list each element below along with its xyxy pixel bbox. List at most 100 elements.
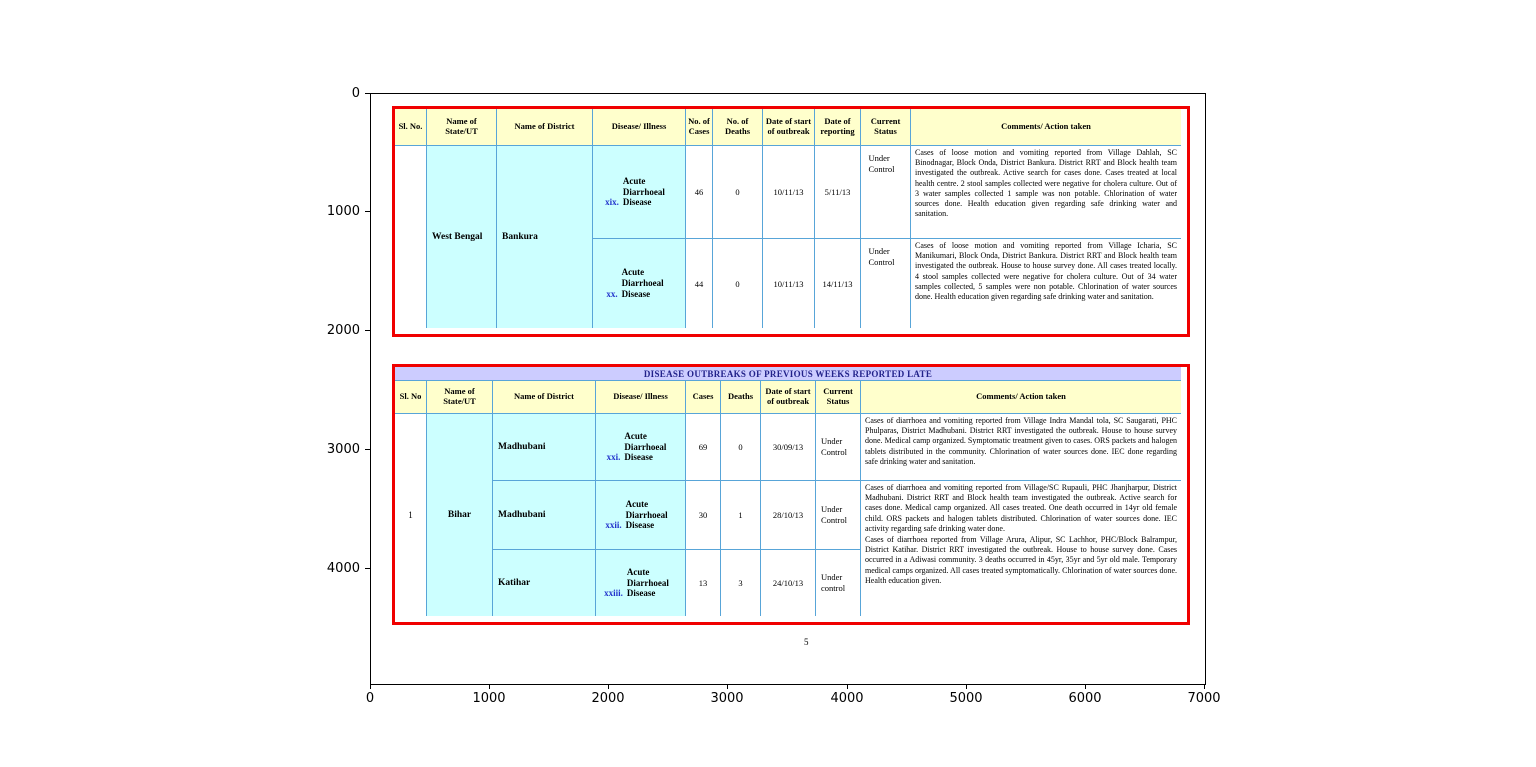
- cases-cell: 69: [686, 414, 721, 481]
- col-header-comments: Comments/ Action taken: [861, 381, 1181, 414]
- y-axis-tick: 1000: [326, 204, 360, 219]
- cases-cell: 46: [686, 146, 713, 239]
- outbreak-table-current-week: Sl. No. Name of State/UT Name of Distric…: [392, 106, 1190, 337]
- comments-cell: Cases of diarrhoea and vomiting reported…: [865, 483, 1177, 585]
- col-header-disease: Disease/ Illness: [596, 381, 686, 414]
- disease-name: Acute Diarrhoeal Disease: [626, 566, 669, 599]
- cases-cell: 30: [686, 481, 721, 550]
- x-axis-tick: 1000: [472, 691, 506, 706]
- col-header-state: Name of State/UT: [427, 109, 497, 146]
- x-axis-tick: 5000: [949, 691, 983, 706]
- report-date-cell: 14/11/13: [815, 239, 861, 328]
- sl-no-cell: [395, 146, 427, 328]
- district-cell: Madhubani: [493, 414, 596, 481]
- y-axis-tick: 0: [351, 86, 360, 101]
- col-header-sl-no: Sl. No.: [395, 109, 427, 146]
- start-date-cell: 28/10/13: [761, 481, 816, 550]
- report-date-cell: 5/11/13: [815, 146, 861, 239]
- col-header-sl-no: Sl. No: [395, 381, 427, 414]
- deaths-cell: 0: [713, 239, 763, 328]
- y-tick-mark: [365, 211, 370, 212]
- comments-cell: Cases of loose motion and vomiting repor…: [911, 146, 1181, 239]
- disease-cell: xxi.Acute Diarrhoeal Disease: [596, 414, 686, 481]
- district-cell: Madhubani: [493, 481, 596, 550]
- col-header-cases: Cases: [686, 381, 721, 414]
- plot-area: Sl. No. Name of State/UT Name of Distric…: [370, 93, 1206, 685]
- start-date-cell: 10/11/13: [763, 146, 815, 239]
- x-tick-mark: [1085, 684, 1086, 689]
- y-axis-tick: 2000: [326, 323, 360, 338]
- x-axis-tick: 2000: [591, 691, 625, 706]
- start-date-cell: 30/09/13: [761, 414, 816, 481]
- state-cell: West Bengal: [427, 146, 497, 328]
- x-tick-mark: [727, 684, 728, 689]
- status-cell: Under control: [816, 550, 861, 616]
- late-report-banner: DISEASE OUTBREAKS OF PREVIOUS WEEKS REPO…: [395, 367, 1181, 381]
- x-tick-mark: [370, 684, 371, 689]
- district-cell: Bankura: [497, 146, 593, 328]
- col-header-state: Name of State/UT: [427, 381, 493, 414]
- outbreak-table-reported-late: DISEASE OUTBREAKS OF PREVIOUS WEEKS REPO…: [392, 364, 1190, 625]
- deaths-cell: 3: [721, 550, 761, 616]
- x-axis-tick: 6000: [1068, 691, 1102, 706]
- status-cell: Under Control: [861, 146, 911, 239]
- col-header-district: Name of District: [493, 381, 596, 414]
- disease-cell: xix.Acute Diarrhoeal Disease: [593, 146, 686, 239]
- disease-cell: xx.Acute Diarrhoeal Disease: [593, 239, 686, 328]
- start-date-cell: 24/10/13: [761, 550, 816, 616]
- y-axis-tick: 3000: [326, 442, 360, 457]
- x-tick-mark: [1204, 684, 1205, 689]
- cases-cell: 44: [686, 239, 713, 328]
- col-header-deaths: No. of Deaths: [713, 109, 763, 146]
- col-header-start-date: Date of start of outbreak: [763, 109, 815, 146]
- x-axis-tick: 7000: [1187, 691, 1221, 706]
- disease-name: Acute Diarrhoeal Disease: [622, 175, 665, 208]
- disease-name: Acute Diarrhoeal Disease: [621, 267, 664, 299]
- cases-cell: 13: [686, 550, 721, 616]
- x-axis-tick: 0: [365, 691, 375, 706]
- row-numeral: xxiii.: [604, 588, 623, 599]
- status-cell: Under Control: [816, 414, 861, 481]
- y-axis-tick: 4000: [326, 561, 360, 576]
- deaths-cell: 1: [721, 481, 761, 550]
- status-cell: Under Control: [816, 481, 861, 550]
- deaths-cell: 0: [713, 146, 763, 239]
- state-cell: Bihar: [427, 414, 493, 616]
- col-header-start-date: Date of start of outbreak: [761, 381, 816, 414]
- col-header-district: Name of District: [497, 109, 593, 146]
- comments-cell: Cases of loose motion and vomiting repor…: [915, 241, 1177, 302]
- x-tick-mark: [489, 684, 490, 689]
- row-numeral: xxii.: [605, 520, 622, 531]
- col-header-status: Current Status: [861, 109, 911, 146]
- col-header-cases: No. of Cases: [686, 109, 713, 146]
- disease-name: Acute Diarrhoeal Disease: [624, 430, 667, 463]
- x-tick-mark: [847, 684, 848, 689]
- x-axis-tick: 4000: [830, 691, 864, 706]
- col-header-status: Current Status: [816, 381, 861, 414]
- comments-cell: Cases of diarrhoea and vomiting reported…: [861, 414, 1181, 481]
- x-tick-mark: [608, 684, 609, 689]
- col-header-deaths: Deaths: [721, 381, 761, 414]
- col-header-comments: Comments/ Action taken: [911, 109, 1181, 146]
- disease-cell: xxiii.Acute Diarrhoeal Disease: [596, 550, 686, 616]
- y-tick-mark: [365, 93, 370, 94]
- district-cell: Katihar: [493, 550, 596, 616]
- disease-name: Acute Diarrhoeal Disease: [625, 498, 668, 531]
- deaths-cell: 0: [721, 414, 761, 481]
- x-axis-tick: 3000: [710, 691, 744, 706]
- col-header-report-date: Date of reporting: [815, 109, 861, 146]
- row-numeral: xx.: [606, 288, 618, 299]
- status-cell: Under Control: [861, 239, 911, 328]
- row-numeral: xxi.: [606, 452, 621, 463]
- document-page-number: 5: [804, 637, 809, 647]
- y-tick-mark: [365, 568, 370, 569]
- col-header-disease: Disease/ Illness: [593, 109, 686, 146]
- x-tick-mark: [966, 684, 967, 689]
- sl-no-cell: 1: [395, 414, 427, 616]
- disease-cell: xxii.Acute Diarrhoeal Disease: [596, 481, 686, 550]
- y-tick-mark: [365, 449, 370, 450]
- y-tick-mark: [365, 330, 370, 331]
- row-numeral: xix.: [605, 197, 619, 208]
- start-date-cell: 10/11/13: [763, 239, 815, 328]
